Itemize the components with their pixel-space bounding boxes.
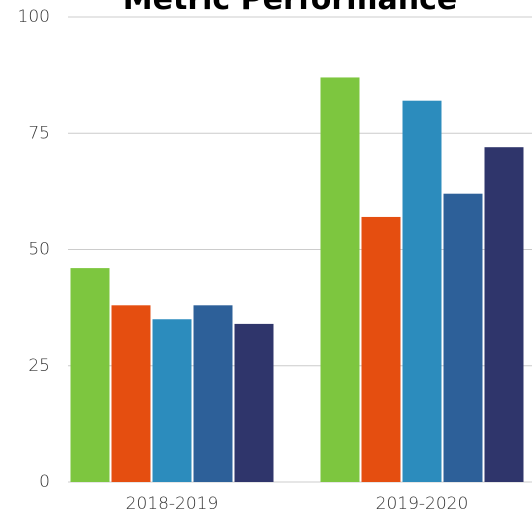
bar (111, 305, 151, 482)
bar (70, 268, 110, 482)
y-tick-label: 100 (18, 7, 50, 27)
bar (484, 147, 524, 482)
bar (443, 193, 483, 482)
y-tick-label: 50 (28, 240, 50, 260)
y-tick-label: 75 (28, 123, 50, 143)
x-tick-label: 2019-2020 (376, 494, 469, 514)
bar (361, 216, 401, 482)
bar (193, 305, 233, 482)
bar (402, 100, 442, 482)
bar (320, 77, 360, 482)
y-tick-label: 0 (39, 472, 50, 492)
bar (234, 323, 274, 482)
chart-title: Metric Performance (123, 0, 457, 17)
y-tick-label: 25 (28, 356, 50, 376)
x-tick-label: 2018-2019 (126, 494, 219, 514)
bar (152, 319, 192, 482)
